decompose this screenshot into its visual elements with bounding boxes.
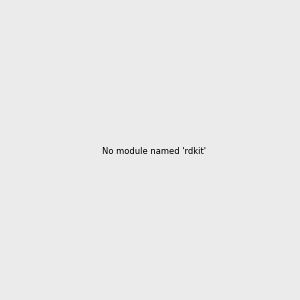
Text: No module named 'rdkit': No module named 'rdkit' xyxy=(102,147,206,156)
